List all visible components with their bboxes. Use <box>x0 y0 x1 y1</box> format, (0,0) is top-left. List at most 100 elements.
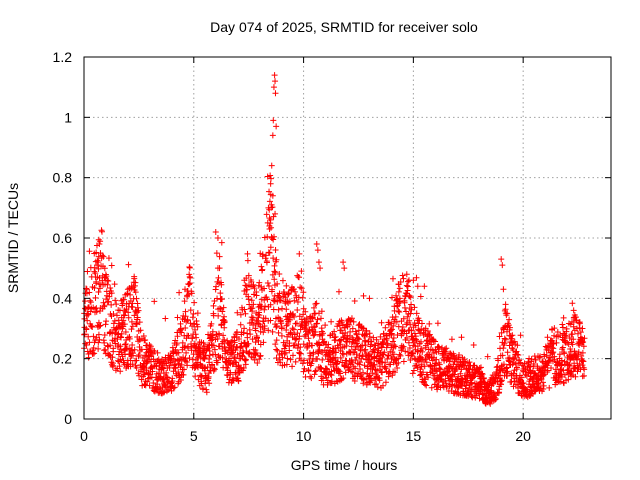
data-point <box>289 363 296 370</box>
data-point <box>496 333 503 340</box>
data-point <box>111 281 118 288</box>
data-point <box>286 298 293 305</box>
data-point <box>390 335 397 342</box>
data-point <box>271 72 278 79</box>
data-point <box>499 262 506 269</box>
data-point <box>374 367 381 374</box>
data-point <box>257 352 264 359</box>
data-point <box>88 322 95 329</box>
data-point <box>278 325 285 332</box>
data-point <box>310 304 317 311</box>
data-point <box>569 300 576 307</box>
data-point <box>267 175 274 182</box>
data-point <box>211 365 218 372</box>
data-point <box>226 376 233 383</box>
data-point <box>253 292 260 299</box>
data-point <box>311 371 318 378</box>
data-point <box>260 329 267 336</box>
data-point <box>371 361 378 368</box>
data-point <box>382 379 389 386</box>
data-point <box>387 361 394 368</box>
data-point <box>251 356 258 363</box>
data-point <box>208 333 215 340</box>
data-point <box>332 345 339 352</box>
data-point <box>362 342 369 349</box>
data-point <box>581 335 588 342</box>
data-point <box>102 346 109 353</box>
data-point <box>457 370 464 377</box>
data-point <box>131 275 138 282</box>
data-point <box>279 277 286 284</box>
data-point <box>266 225 273 232</box>
data-point <box>132 279 139 286</box>
data-point <box>476 365 483 372</box>
data-point <box>527 363 534 370</box>
data-point <box>278 320 285 327</box>
data-point <box>518 374 525 381</box>
data-point <box>91 350 98 357</box>
data-point <box>363 327 370 334</box>
data-point <box>433 356 440 363</box>
data-point <box>166 364 173 371</box>
data-point <box>301 365 308 372</box>
data-point <box>403 334 410 341</box>
data-point <box>347 318 354 325</box>
data-point <box>245 272 252 279</box>
data-point <box>113 312 120 319</box>
data-point <box>548 364 555 371</box>
data-point <box>458 334 465 341</box>
data-point <box>310 332 317 339</box>
data-point <box>269 328 276 335</box>
data-point <box>370 346 377 353</box>
data-point <box>149 368 156 375</box>
data-point <box>428 384 435 391</box>
data-point <box>282 341 289 348</box>
data-point <box>382 359 389 366</box>
data-point <box>160 365 167 372</box>
data-point <box>147 343 154 350</box>
data-point <box>360 292 367 299</box>
data-point <box>265 327 272 334</box>
data-point <box>561 371 568 378</box>
data-point <box>577 334 584 341</box>
data-point <box>128 326 135 333</box>
data-point <box>348 315 355 322</box>
data-point <box>541 353 548 360</box>
data-point <box>244 334 251 341</box>
data-point <box>352 357 359 364</box>
data-point <box>513 364 520 371</box>
data-point <box>528 356 535 363</box>
data-point <box>93 280 100 287</box>
data-point <box>206 352 213 359</box>
data-point <box>214 235 221 241</box>
data-point <box>151 298 158 305</box>
data-point <box>396 309 403 316</box>
data-point <box>400 315 407 322</box>
data-point <box>105 298 112 305</box>
data-point <box>439 344 446 351</box>
data-point <box>254 320 261 327</box>
data-point <box>147 365 154 372</box>
data-point <box>286 340 293 347</box>
data-point <box>355 327 362 334</box>
data-point <box>278 297 285 304</box>
data-point <box>118 334 125 341</box>
data-point <box>121 321 128 328</box>
data-point <box>392 343 399 350</box>
data-point <box>351 298 358 305</box>
data-point <box>108 301 115 308</box>
data-point <box>267 216 274 223</box>
data-point <box>210 342 217 349</box>
data-point <box>502 301 509 308</box>
data-point <box>93 308 100 315</box>
data-point <box>317 364 324 371</box>
data-point <box>544 334 551 341</box>
data-point <box>436 361 443 368</box>
data-point <box>432 367 439 374</box>
data-point <box>85 311 92 318</box>
data-point <box>273 346 280 353</box>
data-point <box>273 337 280 344</box>
data-point <box>256 279 263 286</box>
data-point <box>509 332 516 339</box>
